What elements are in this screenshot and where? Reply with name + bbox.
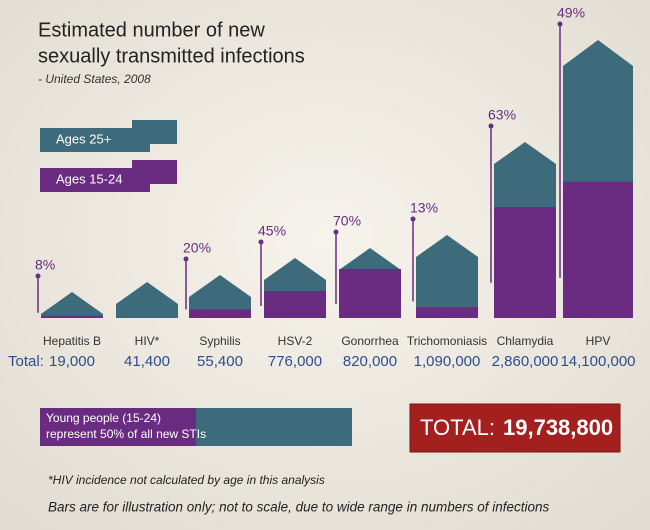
value-label: 20%: [183, 240, 211, 256]
category-label: HPV: [586, 334, 611, 348]
title-line: Estimated number of new: [38, 19, 265, 41]
value-label: 49%: [557, 5, 585, 21]
grand-total-value: 19,738,800: [503, 415, 613, 440]
grand-total-label: TOTAL:: [420, 415, 495, 440]
total-value: 820,000: [343, 353, 397, 370]
stem-dot: [333, 229, 339, 235]
category-label: HIV*: [135, 334, 160, 348]
stem-dot: [488, 123, 494, 129]
summary-note: represent 50% of all new STIs: [46, 427, 206, 441]
stem-dot: [35, 273, 41, 279]
bar-total: [189, 275, 251, 318]
bar-total: [416, 235, 478, 318]
legend-label: Ages 15-24: [56, 171, 123, 186]
footnote: *HIV incidence not calculated by age in …: [48, 473, 325, 487]
total-value: 2,860,000: [492, 353, 559, 370]
stem-dot: [557, 21, 563, 27]
bar-share: [563, 181, 633, 318]
bar-share: [264, 291, 326, 318]
total-value: 41,400: [124, 353, 170, 370]
value-label: 13%: [410, 200, 438, 216]
category-label: Syphilis: [199, 334, 240, 348]
title-line: sexually transmitted infections: [38, 45, 305, 67]
total-label: Total:: [8, 353, 44, 370]
stem-dot: [410, 216, 416, 222]
legend-swatch: [40, 168, 150, 192]
subtitle: - United States, 2008: [38, 72, 151, 86]
category-label: Trichomoniasis: [407, 334, 487, 348]
category-label: Chlamydia: [497, 334, 554, 348]
bar-total: [41, 292, 103, 318]
category-label: Gonorrhea: [341, 334, 399, 348]
bar-share: [339, 269, 401, 318]
value-label: 8%: [35, 257, 55, 273]
bar-share: [416, 307, 478, 318]
total-value: 19,000: [49, 353, 95, 370]
bar-share: [494, 207, 556, 318]
total-value: 1,090,000: [414, 353, 481, 370]
summary-note: Young people (15-24): [46, 411, 161, 425]
bar-total: [116, 282, 178, 318]
value-label: 70%: [333, 213, 361, 229]
legend-swatch: [40, 128, 150, 152]
bar-share: [189, 309, 251, 318]
category-label: Hepatitis B: [43, 334, 101, 348]
category-label: HSV-2: [278, 334, 313, 348]
value-label: 63%: [488, 107, 516, 123]
stem-dot: [183, 256, 189, 262]
total-value: 776,000: [268, 353, 322, 370]
stem-dot: [258, 239, 264, 245]
summary-share: [40, 408, 196, 446]
total-box: [409, 403, 621, 453]
total-value: 55,400: [197, 353, 243, 370]
value-label: 45%: [258, 223, 286, 239]
bar-share: [41, 315, 103, 318]
disclaimer: Bars are for illustration only; not to s…: [48, 500, 550, 515]
total-value: 14,100,000: [560, 353, 635, 370]
legend-label: Ages 25+: [56, 131, 111, 146]
